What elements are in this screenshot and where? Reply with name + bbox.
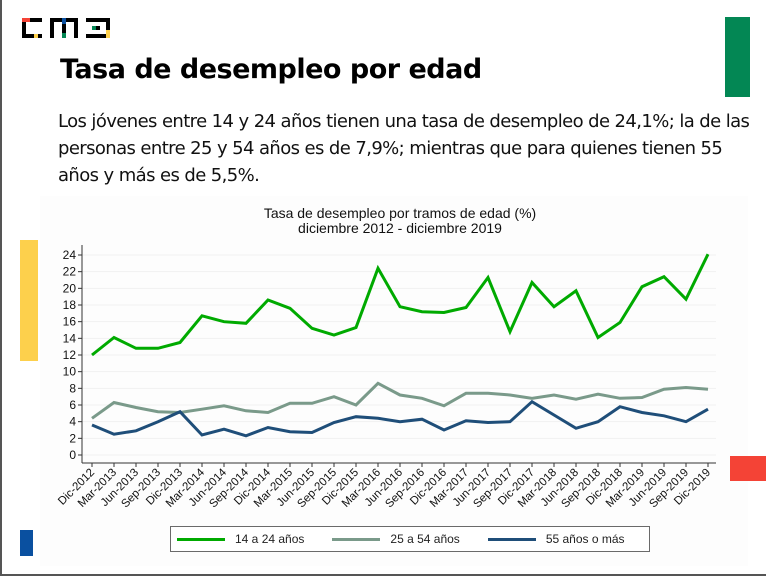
decor-green-bar — [725, 17, 750, 97]
y-tick-label: 4 — [69, 415, 76, 429]
y-tick-label: 12 — [63, 348, 77, 362]
legend-swatch — [332, 537, 381, 541]
y-tick-label: 24 — [63, 248, 77, 262]
y-tick-label: 6 — [69, 398, 76, 412]
slide-frame-bottom — [0, 574, 766, 576]
axes: 024681012141618202224Dic-2012Mar-2013Jun… — [56, 245, 716, 510]
legend-item: 55 años o más — [487, 532, 625, 546]
decor-yellow-bar — [20, 240, 38, 361]
decor-red-bar — [730, 456, 766, 481]
slide-title: Tasa de desempleo por edad — [60, 54, 482, 85]
y-tick-label: 8 — [69, 381, 76, 395]
y-tick-label: 0 — [69, 448, 76, 462]
y-tick-label: 10 — [63, 365, 77, 379]
legend-label: 55 años o más — [545, 532, 625, 546]
y-tick-label: 18 — [63, 298, 77, 312]
legend-label: 25 a 54 años — [390, 532, 460, 546]
decor-blue-bar — [20, 530, 33, 556]
series-lines — [91, 253, 710, 438]
series-line-55-a-os-o-m-s — [91, 399, 709, 438]
slide-body-text: Los jóvenes entre 14 y 24 años tienen un… — [58, 111, 750, 186]
cms-logo — [22, 18, 110, 38]
legend-swatch — [177, 537, 225, 541]
grid-lines — [82, 254, 716, 456]
y-tick-label: 22 — [63, 265, 77, 279]
y-tick-label: 14 — [63, 331, 77, 345]
legend-swatch — [487, 537, 536, 541]
y-tick-label: 2 — [69, 431, 76, 445]
y-tick-label: 20 — [63, 281, 77, 295]
y-tick-label: 16 — [63, 315, 77, 329]
chart-background — [40, 196, 748, 566]
legend-item: 14 a 24 años — [177, 532, 304, 546]
legend-label: 14 a 24 años — [235, 532, 305, 546]
chart-subtitle: diciembre 2012 - diciembre 2019 — [298, 220, 502, 236]
chart-legend: 14 a 24 años 25 a 54 años 55 años o más — [170, 526, 650, 552]
legend-item: 25 a 54 años — [332, 532, 460, 546]
slide-frame-left — [0, 0, 2, 576]
chart-title: Tasa de desempleo por tramos de edad (%) — [264, 205, 536, 221]
